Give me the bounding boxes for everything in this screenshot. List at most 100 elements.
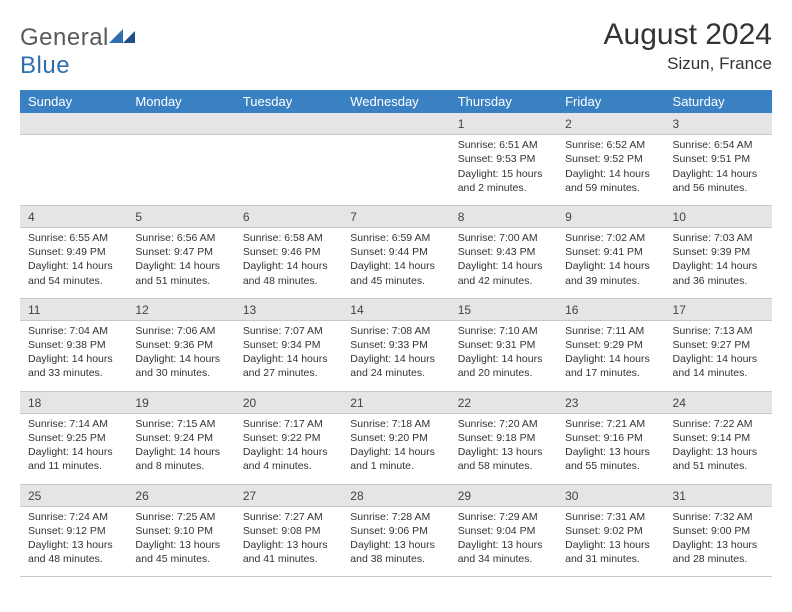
day-number-cell: 29 bbox=[450, 484, 557, 506]
day-number-cell: 31 bbox=[665, 484, 772, 506]
daylight-line: Daylight: 13 hours and 34 minutes. bbox=[458, 538, 549, 566]
daylight-line: Daylight: 13 hours and 41 minutes. bbox=[243, 538, 334, 566]
day-number: 18 bbox=[20, 392, 127, 413]
day-number-cell: 2 bbox=[557, 113, 664, 135]
day-detail: Sunrise: 6:55 AMSunset: 9:49 PMDaylight:… bbox=[20, 228, 127, 298]
day-detail-cell: Sunrise: 6:54 AMSunset: 9:51 PMDaylight:… bbox=[665, 135, 772, 206]
daylight-line: Daylight: 13 hours and 48 minutes. bbox=[28, 538, 119, 566]
day-detail: Sunrise: 6:52 AMSunset: 9:52 PMDaylight:… bbox=[557, 135, 664, 205]
daylight-line: Daylight: 14 hours and 39 minutes. bbox=[565, 259, 656, 287]
day-detail: Sunrise: 7:00 AMSunset: 9:43 PMDaylight:… bbox=[450, 228, 557, 298]
day-detail-cell: Sunrise: 7:27 AMSunset: 9:08 PMDaylight:… bbox=[235, 506, 342, 577]
sunset-line: Sunset: 9:33 PM bbox=[350, 338, 441, 352]
sunrise-line: Sunrise: 7:13 AM bbox=[673, 324, 764, 338]
daylight-line: Daylight: 14 hours and 27 minutes. bbox=[243, 352, 334, 380]
day-number-row: 25262728293031 bbox=[20, 484, 772, 506]
day-detail-row: Sunrise: 6:51 AMSunset: 9:53 PMDaylight:… bbox=[20, 135, 772, 206]
sunset-line: Sunset: 9:44 PM bbox=[350, 245, 441, 259]
day-detail-cell: Sunrise: 7:03 AMSunset: 9:39 PMDaylight:… bbox=[665, 228, 772, 299]
day-detail-cell: Sunrise: 7:21 AMSunset: 9:16 PMDaylight:… bbox=[557, 413, 664, 484]
daylight-line: Daylight: 14 hours and 33 minutes. bbox=[28, 352, 119, 380]
day-detail-cell: Sunrise: 7:25 AMSunset: 9:10 PMDaylight:… bbox=[127, 506, 234, 577]
sunset-line: Sunset: 9:25 PM bbox=[28, 431, 119, 445]
day-detail-cell: Sunrise: 7:32 AMSunset: 9:00 PMDaylight:… bbox=[665, 506, 772, 577]
day-detail: Sunrise: 7:32 AMSunset: 9:00 PMDaylight:… bbox=[665, 507, 772, 577]
sunset-line: Sunset: 9:43 PM bbox=[458, 245, 549, 259]
day-number-cell: 23 bbox=[557, 391, 664, 413]
sunrise-line: Sunrise: 6:58 AM bbox=[243, 231, 334, 245]
sunset-line: Sunset: 9:41 PM bbox=[565, 245, 656, 259]
sunrise-line: Sunrise: 7:07 AM bbox=[243, 324, 334, 338]
day-detail-cell: Sunrise: 7:04 AMSunset: 9:38 PMDaylight:… bbox=[20, 320, 127, 391]
day-number-cell: 6 bbox=[235, 205, 342, 227]
sunrise-line: Sunrise: 7:10 AM bbox=[458, 324, 549, 338]
day-detail: Sunrise: 7:08 AMSunset: 9:33 PMDaylight:… bbox=[342, 321, 449, 391]
day-detail: Sunrise: 6:51 AMSunset: 9:53 PMDaylight:… bbox=[450, 135, 557, 205]
sunrise-line: Sunrise: 7:14 AM bbox=[28, 417, 119, 431]
daylight-line: Daylight: 14 hours and 17 minutes. bbox=[565, 352, 656, 380]
day-number: 11 bbox=[20, 299, 127, 320]
daylight-line: Daylight: 13 hours and 38 minutes. bbox=[350, 538, 441, 566]
sunrise-line: Sunrise: 7:22 AM bbox=[673, 417, 764, 431]
day-detail: Sunrise: 6:56 AMSunset: 9:47 PMDaylight:… bbox=[127, 228, 234, 298]
day-number-cell: 15 bbox=[450, 298, 557, 320]
day-detail-cell: Sunrise: 7:14 AMSunset: 9:25 PMDaylight:… bbox=[20, 413, 127, 484]
day-number: 29 bbox=[450, 485, 557, 506]
logo-mark-icon bbox=[109, 24, 137, 52]
sunrise-line: Sunrise: 7:28 AM bbox=[350, 510, 441, 524]
day-detail: Sunrise: 6:59 AMSunset: 9:44 PMDaylight:… bbox=[342, 228, 449, 298]
day-detail: Sunrise: 7:11 AMSunset: 9:29 PMDaylight:… bbox=[557, 321, 664, 391]
day-number: 19 bbox=[127, 392, 234, 413]
sunset-line: Sunset: 9:10 PM bbox=[135, 524, 226, 538]
daylight-line: Daylight: 14 hours and 14 minutes. bbox=[673, 352, 764, 380]
sunset-line: Sunset: 9:46 PM bbox=[243, 245, 334, 259]
sunrise-line: Sunrise: 7:29 AM bbox=[458, 510, 549, 524]
day-number: 9 bbox=[557, 206, 664, 227]
sunrise-line: Sunrise: 6:56 AM bbox=[135, 231, 226, 245]
sunset-line: Sunset: 9:24 PM bbox=[135, 431, 226, 445]
daylight-line: Daylight: 13 hours and 51 minutes. bbox=[673, 445, 764, 473]
day-detail: Sunrise: 7:14 AMSunset: 9:25 PMDaylight:… bbox=[20, 414, 127, 484]
day-number: 21 bbox=[342, 392, 449, 413]
daylight-line: Daylight: 15 hours and 2 minutes. bbox=[458, 167, 549, 195]
daylight-line: Daylight: 14 hours and 36 minutes. bbox=[673, 259, 764, 287]
day-number-cell: 25 bbox=[20, 484, 127, 506]
day-number-cell bbox=[342, 113, 449, 135]
weekday-header-row: SundayMondayTuesdayWednesdayThursdayFrid… bbox=[20, 90, 772, 113]
day-detail-cell: Sunrise: 7:18 AMSunset: 9:20 PMDaylight:… bbox=[342, 413, 449, 484]
sunrise-line: Sunrise: 7:17 AM bbox=[243, 417, 334, 431]
daylight-line: Daylight: 13 hours and 55 minutes. bbox=[565, 445, 656, 473]
day-number: 28 bbox=[342, 485, 449, 506]
day-number-cell: 8 bbox=[450, 205, 557, 227]
day-detail: Sunrise: 6:54 AMSunset: 9:51 PMDaylight:… bbox=[665, 135, 772, 205]
day-number: 3 bbox=[665, 113, 772, 134]
day-number-cell: 17 bbox=[665, 298, 772, 320]
daylight-line: Daylight: 14 hours and 1 minute. bbox=[350, 445, 441, 473]
day-number-cell: 11 bbox=[20, 298, 127, 320]
day-detail-cell: Sunrise: 7:31 AMSunset: 9:02 PMDaylight:… bbox=[557, 506, 664, 577]
sunrise-line: Sunrise: 7:06 AM bbox=[135, 324, 226, 338]
day-detail: Sunrise: 7:15 AMSunset: 9:24 PMDaylight:… bbox=[127, 414, 234, 484]
daylight-line: Daylight: 14 hours and 45 minutes. bbox=[350, 259, 441, 287]
day-detail-cell bbox=[127, 135, 234, 206]
daylight-line: Daylight: 14 hours and 4 minutes. bbox=[243, 445, 334, 473]
day-number: 2 bbox=[557, 113, 664, 134]
day-detail: Sunrise: 7:04 AMSunset: 9:38 PMDaylight:… bbox=[20, 321, 127, 391]
day-detail-cell: Sunrise: 7:17 AMSunset: 9:22 PMDaylight:… bbox=[235, 413, 342, 484]
daylight-line: Daylight: 14 hours and 59 minutes. bbox=[565, 167, 656, 195]
day-detail-cell: Sunrise: 7:11 AMSunset: 9:29 PMDaylight:… bbox=[557, 320, 664, 391]
day-detail-cell: Sunrise: 7:24 AMSunset: 9:12 PMDaylight:… bbox=[20, 506, 127, 577]
day-detail: Sunrise: 7:13 AMSunset: 9:27 PMDaylight:… bbox=[665, 321, 772, 391]
daylight-line: Daylight: 13 hours and 28 minutes. bbox=[673, 538, 764, 566]
sunset-line: Sunset: 9:36 PM bbox=[135, 338, 226, 352]
daylight-line: Daylight: 14 hours and 51 minutes. bbox=[135, 259, 226, 287]
day-number-cell: 13 bbox=[235, 298, 342, 320]
day-detail: Sunrise: 7:07 AMSunset: 9:34 PMDaylight:… bbox=[235, 321, 342, 391]
day-detail: Sunrise: 7:28 AMSunset: 9:06 PMDaylight:… bbox=[342, 507, 449, 577]
sunrise-line: Sunrise: 6:59 AM bbox=[350, 231, 441, 245]
day-detail-cell: Sunrise: 7:02 AMSunset: 9:41 PMDaylight:… bbox=[557, 228, 664, 299]
daylight-line: Daylight: 14 hours and 11 minutes. bbox=[28, 445, 119, 473]
day-detail-cell: Sunrise: 6:52 AMSunset: 9:52 PMDaylight:… bbox=[557, 135, 664, 206]
sunset-line: Sunset: 9:20 PM bbox=[350, 431, 441, 445]
weekday-header: Wednesday bbox=[342, 90, 449, 113]
